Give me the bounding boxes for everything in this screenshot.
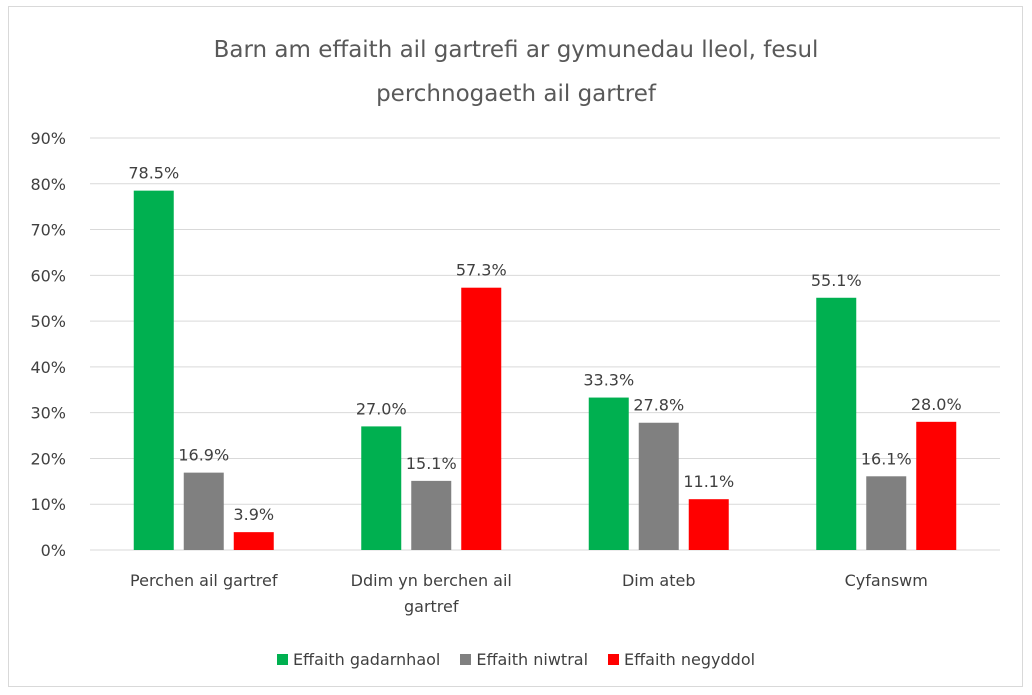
bar <box>866 476 907 550</box>
y-tick-label: 30% <box>30 404 66 423</box>
y-tick-label: 90% <box>30 129 66 148</box>
y-tick-label: 40% <box>30 358 66 377</box>
data-label: 15.1% <box>406 454 457 473</box>
x-tick-label: Perchen ail gartref <box>130 571 278 590</box>
bar <box>361 426 402 550</box>
legend-item: Effaith negyddol <box>608 650 755 669</box>
bar <box>688 499 729 550</box>
bar <box>461 287 502 550</box>
x-tick-label: Cyfanswm <box>844 571 928 590</box>
bar <box>183 472 224 550</box>
legend-label: Effaith gadarnhaol <box>292 650 441 669</box>
data-label: 16.1% <box>861 449 912 468</box>
y-tick-label: 80% <box>30 175 66 194</box>
legend-swatch <box>276 654 288 665</box>
legend-label: Effaith negyddol <box>624 650 756 669</box>
bar <box>411 480 452 550</box>
legend-swatch <box>460 654 472 665</box>
bar <box>916 421 957 550</box>
y-tick-label: 0% <box>41 541 66 560</box>
legend: Effaith gadarnhaol Effaith niwtral Effaith… <box>0 650 1032 669</box>
chart-title: Barn am effaith ail gartrefi ar gymuneda… <box>213 37 819 107</box>
bar <box>638 422 679 550</box>
data-label: 33.3% <box>583 371 634 390</box>
x-tick-label: Dim ateb <box>621 571 696 590</box>
y-tick-label: 10% <box>30 495 66 514</box>
data-label: 27.0% <box>356 399 407 418</box>
data-label: 11.1% <box>683 472 734 491</box>
y-tick-label: 20% <box>30 449 66 468</box>
data-label: 57.3% <box>456 261 507 280</box>
legend-label: Effaith niwtral <box>476 650 589 669</box>
x-tick-label: Ddim yn berchen ail gartref <box>350 571 512 616</box>
y-tick-label: 60% <box>30 266 66 285</box>
data-label: 27.8% <box>633 396 684 415</box>
bar <box>816 297 857 550</box>
data-label: 16.9% <box>178 446 229 465</box>
bar <box>588 397 629 550</box>
y-tick-label: 50% <box>30 312 66 331</box>
legend-item: Effaith gadarnhaol <box>276 650 441 669</box>
data-label: 28.0% <box>911 395 962 414</box>
bar <box>233 532 274 550</box>
y-tick-label: 70% <box>30 221 66 240</box>
data-label: 78.5% <box>128 164 179 183</box>
bar <box>133 190 174 550</box>
data-label: 55.1% <box>811 271 862 290</box>
legend-item: Effaith niwtral <box>460 650 588 669</box>
legend-swatch <box>608 654 620 665</box>
data-label: 3.9% <box>233 505 274 524</box>
